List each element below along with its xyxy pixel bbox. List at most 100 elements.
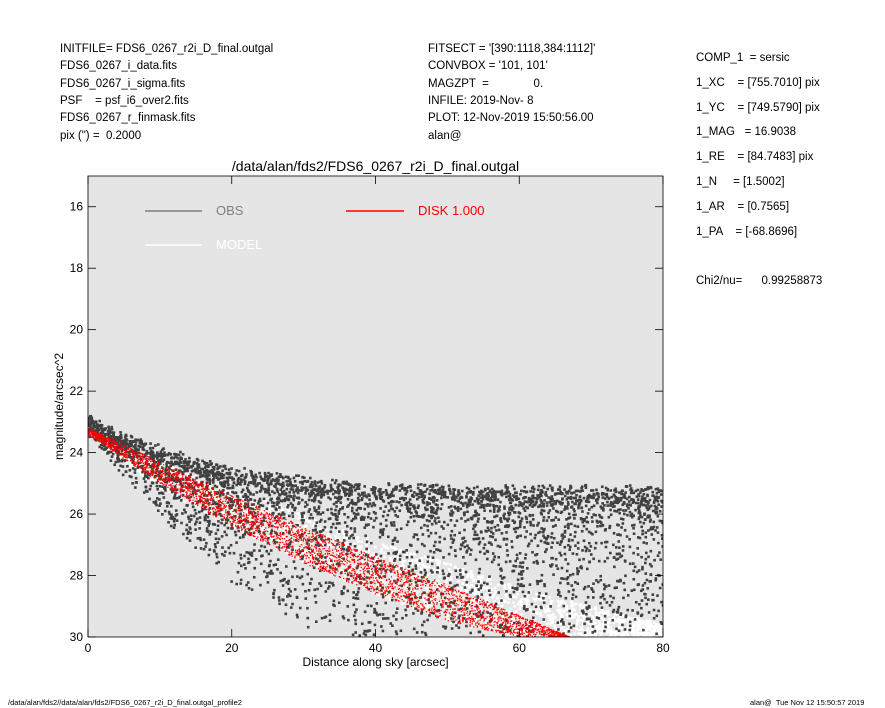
point-0-2757 <box>477 498 480 501</box>
point-0-147 <box>192 469 195 472</box>
point-0-338 <box>236 478 240 481</box>
point-0-2488 <box>486 495 490 499</box>
point-0-1308 <box>155 503 158 507</box>
point-0-2238 <box>212 512 216 516</box>
point-0-1647 <box>422 591 426 595</box>
point-1-300 <box>594 625 598 629</box>
point-0-2694 <box>276 481 279 485</box>
point-0-2448 <box>215 485 219 489</box>
point-0-2426 <box>567 489 571 493</box>
point-0-2377 <box>171 515 175 519</box>
point-1-1054 <box>501 619 505 623</box>
point-0-1774 <box>661 489 663 493</box>
point-0-641 <box>232 551 236 555</box>
point-0-1015 <box>642 521 646 525</box>
point-0-2102 <box>364 534 367 538</box>
point-0-221 <box>519 561 522 565</box>
point-0-966 <box>563 494 567 498</box>
point-0-366 <box>274 563 278 566</box>
point-1-2147 <box>588 608 591 611</box>
point-0-2494 <box>243 476 247 480</box>
point-1-281 <box>602 617 606 621</box>
point-0-2001 <box>89 414 92 418</box>
point-0-912 <box>398 500 401 504</box>
point-0-1823 <box>502 514 506 517</box>
point-0-954 <box>292 560 296 563</box>
point-1-107 <box>316 564 319 568</box>
point-0-573 <box>231 486 235 490</box>
point-1-2070 <box>571 626 574 629</box>
point-1-996 <box>528 608 532 611</box>
point-0-1455 <box>110 431 114 434</box>
point-1-958 <box>254 507 258 510</box>
point-0-209 <box>660 600 663 604</box>
point-1-100 <box>418 573 422 576</box>
point-0-2138 <box>281 584 285 587</box>
point-0-1088 <box>580 609 584 613</box>
point-0-1023 <box>409 489 413 493</box>
point-0-2206 <box>242 535 245 539</box>
point-0-1123 <box>113 463 116 467</box>
point-0-1731 <box>154 454 157 457</box>
point-0-1238 <box>296 491 300 495</box>
point-0-1438 <box>360 498 364 502</box>
point-0-900 <box>288 514 291 518</box>
point-0-34 <box>649 526 653 529</box>
point-1-1115 <box>298 531 302 535</box>
point-0-625 <box>304 492 307 495</box>
point-1-760 <box>591 615 595 618</box>
point-0-2619 <box>617 580 620 583</box>
point-0-1846 <box>261 477 264 481</box>
point-0-547 <box>285 480 288 483</box>
point-0-1288 <box>609 500 613 504</box>
point-1-1813 <box>505 612 508 616</box>
point-0-1498 <box>414 596 417 599</box>
point-1-1328 <box>263 540 267 543</box>
point-0-2459 <box>499 630 503 634</box>
point-1-1987 <box>529 602 532 606</box>
point-0-588 <box>535 497 539 501</box>
point-1-2186 <box>171 467 175 471</box>
point-0-1385 <box>354 513 358 516</box>
point-0-1847 <box>333 489 337 493</box>
point-0-2168 <box>389 495 392 498</box>
point-0-2383 <box>172 456 176 460</box>
point-0-2414 <box>650 504 653 508</box>
point-1-565 <box>142 459 146 462</box>
point-0-1877 <box>238 504 241 507</box>
point-1-1150 <box>634 630 637 634</box>
point-0-1757 <box>216 528 220 532</box>
point-1-1213 <box>651 625 654 628</box>
point-1-491 <box>271 539 274 543</box>
point-0-712 <box>313 480 317 483</box>
point-0-1345 <box>618 511 621 515</box>
point-0-508 <box>342 591 345 595</box>
point-0-2248 <box>279 579 283 583</box>
point-0-905 <box>291 505 294 509</box>
point-0-1695 <box>608 604 612 607</box>
point-0-1999 <box>481 634 485 637</box>
point-0-2761 <box>307 510 311 513</box>
point-0-1363 <box>576 525 580 528</box>
point-0-583 <box>480 503 484 507</box>
point-1-555 <box>363 556 367 560</box>
point-1-51 <box>136 469 139 473</box>
point-1-1482 <box>403 600 406 604</box>
point-1-2080 <box>627 624 630 628</box>
point-0-1433 <box>134 441 138 444</box>
point-0-2189 <box>543 583 546 586</box>
point-1-1423 <box>341 559 344 562</box>
point-0-2422 <box>452 491 455 494</box>
point-0-881 <box>491 494 494 497</box>
point-1-33 <box>326 533 330 536</box>
point-0-1472 <box>612 596 615 600</box>
point-0-2207 <box>136 466 140 469</box>
point-0-1916 <box>465 503 469 507</box>
point-0-1697 <box>209 530 213 534</box>
point-0-826 <box>253 543 256 546</box>
point-1-1119 <box>279 506 283 509</box>
point-0-1710 <box>629 514 632 517</box>
point-0-2544 <box>369 604 373 608</box>
point-0-1755 <box>475 584 478 588</box>
point-1-1782 <box>444 563 448 566</box>
